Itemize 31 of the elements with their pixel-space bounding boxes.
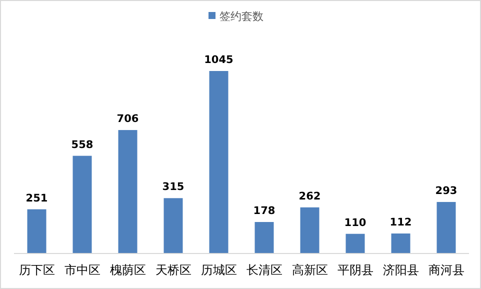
- x-tick-label: 高新区: [292, 263, 328, 277]
- data-label: 251: [26, 192, 48, 204]
- bar: [254, 222, 274, 253]
- data-label: 112: [390, 216, 412, 228]
- data-label: 262: [298, 190, 321, 202]
- bar: [391, 233, 410, 253]
- bar: [164, 198, 183, 253]
- x-tick-label: 平阴县: [337, 263, 374, 277]
- data-label: 110: [344, 216, 366, 229]
- bar: [118, 130, 138, 253]
- x-tick-label: 商河县: [428, 263, 464, 277]
- data-label: 293: [435, 184, 458, 197]
- data-label: 1045: [204, 54, 234, 66]
- x-tick-label: 长清区: [246, 263, 282, 277]
- data-label: 558: [71, 138, 94, 151]
- x-tick-label: 市中区: [64, 263, 100, 277]
- legend-label: 签约套数: [220, 10, 264, 23]
- x-tick-label: 济阳县: [382, 263, 419, 277]
- data-label: 178: [253, 205, 276, 217]
- data-label: 706: [116, 113, 139, 126]
- bar: [72, 156, 92, 253]
- bar: [436, 202, 456, 253]
- data-label: 315: [162, 181, 184, 194]
- x-tick-label: 历下区: [18, 263, 55, 277]
- x-tick-label: 槐荫区: [110, 263, 146, 277]
- bar: [346, 234, 365, 253]
- x-tick-label: 天桥区: [155, 263, 192, 277]
- bar: [209, 71, 228, 253]
- bar: [300, 207, 320, 253]
- bar: [27, 209, 46, 253]
- x-tick-label: 历城区: [200, 263, 237, 277]
